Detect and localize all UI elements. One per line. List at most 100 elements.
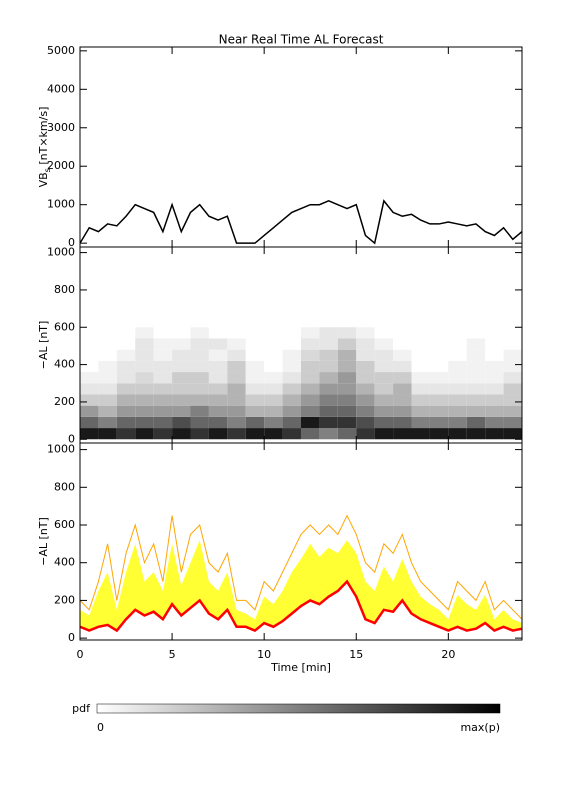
heat-cell [208, 372, 228, 384]
frame [79, 442, 523, 641]
heat-cell [116, 327, 136, 339]
heat-cell [301, 338, 320, 350]
heat-cell [227, 416, 246, 429]
heat-cell [374, 394, 394, 406]
heat-cell [264, 428, 283, 440]
heat-cell [245, 372, 265, 384]
heat-cell [393, 327, 412, 339]
heat-cell [245, 338, 265, 350]
heat-cell [301, 349, 320, 361]
heat-cell [190, 428, 209, 440]
heat-cell [448, 394, 467, 406]
heat-cell [190, 360, 209, 373]
y-tick-label: 3000 [47, 121, 75, 134]
heat-cell [466, 405, 486, 417]
y-tick-label: 4000 [47, 82, 75, 95]
heat-cell [429, 349, 449, 361]
heat-cell [153, 349, 173, 361]
heat-cell [485, 372, 504, 384]
heat-cell [319, 428, 338, 440]
heat-cell [282, 327, 301, 339]
heat-cell [208, 360, 228, 373]
heat-cell [80, 383, 99, 395]
heat-cell [429, 338, 449, 350]
y-axis-label: −AL [nT] [37, 321, 50, 370]
heat-cell [116, 372, 136, 384]
heat-cell [374, 360, 394, 373]
heat-cell [116, 349, 136, 361]
heat-cell [153, 416, 173, 429]
heat-cell [98, 394, 117, 406]
heat-cell [485, 405, 504, 417]
heat-cell [393, 372, 412, 384]
y-tick-label: 0 [68, 432, 75, 445]
heat-cell [208, 383, 228, 395]
heat-cell [429, 405, 449, 417]
heat-cell [466, 338, 486, 350]
heat-cell [337, 360, 357, 373]
heat-cell [301, 372, 320, 384]
y-tick-label: 400 [54, 556, 75, 569]
heat-cell [172, 394, 191, 406]
heat-cell [98, 327, 117, 339]
x-tick-label: 10 [257, 648, 271, 661]
y-axis-label-unit: [nT×km/s] [37, 107, 50, 169]
heat-cell [393, 405, 412, 417]
heat-cell [116, 428, 136, 440]
heat-cell [245, 349, 265, 361]
heat-cell [393, 416, 412, 429]
heat-cell [227, 394, 246, 406]
heat-cell [172, 327, 191, 339]
heat-cell [393, 394, 412, 406]
heat-cell [356, 372, 375, 384]
heat-cell [503, 383, 522, 395]
heat-cell [356, 338, 375, 350]
heat-cell [116, 383, 136, 395]
heat-cell [374, 327, 394, 339]
heat-cell [135, 360, 154, 373]
heat-cell [282, 383, 301, 395]
heat-cell [227, 349, 246, 361]
heat-cell [153, 394, 173, 406]
heat-cell [227, 372, 246, 384]
heat-cell [98, 416, 117, 429]
heat-cell [356, 405, 375, 417]
heat-cell [264, 405, 283, 417]
heat-cell [374, 338, 394, 350]
heat-cell [80, 372, 99, 384]
heat-cell [282, 405, 301, 417]
heat-cell [282, 428, 301, 440]
heat-cell [411, 416, 430, 429]
heat-cell [135, 405, 154, 417]
heat-cell [503, 338, 522, 350]
y-tick-label: 1000 [47, 443, 75, 456]
heat-cell [356, 360, 375, 373]
y-tick-label: 600 [54, 320, 75, 333]
x-tick-label: 20 [441, 648, 455, 661]
heat-cell [448, 383, 467, 395]
heat-cell [264, 327, 283, 339]
heat-cell [393, 360, 412, 373]
heat-cell [503, 416, 522, 429]
heat-cell [301, 327, 320, 339]
heat-cell [356, 383, 375, 395]
heat-cell [190, 349, 209, 361]
heat-cell [393, 349, 412, 361]
heat-cell [245, 416, 265, 429]
x-tick-label: 5 [169, 648, 176, 661]
heat-cell [337, 405, 357, 417]
heat-cell [282, 349, 301, 361]
heat-cell [153, 327, 173, 339]
heat-cell [264, 383, 283, 395]
heat-cell [208, 394, 228, 406]
heat-cell [374, 405, 394, 417]
heat-cell [301, 383, 320, 395]
heat-cell [282, 372, 301, 384]
heat-cell [98, 349, 117, 361]
heat-cell [135, 428, 154, 440]
heat-cell [337, 428, 357, 440]
heat-cell [135, 394, 154, 406]
data-line [80, 199, 522, 245]
heat-cell [80, 416, 99, 429]
heat-cell [116, 338, 136, 350]
